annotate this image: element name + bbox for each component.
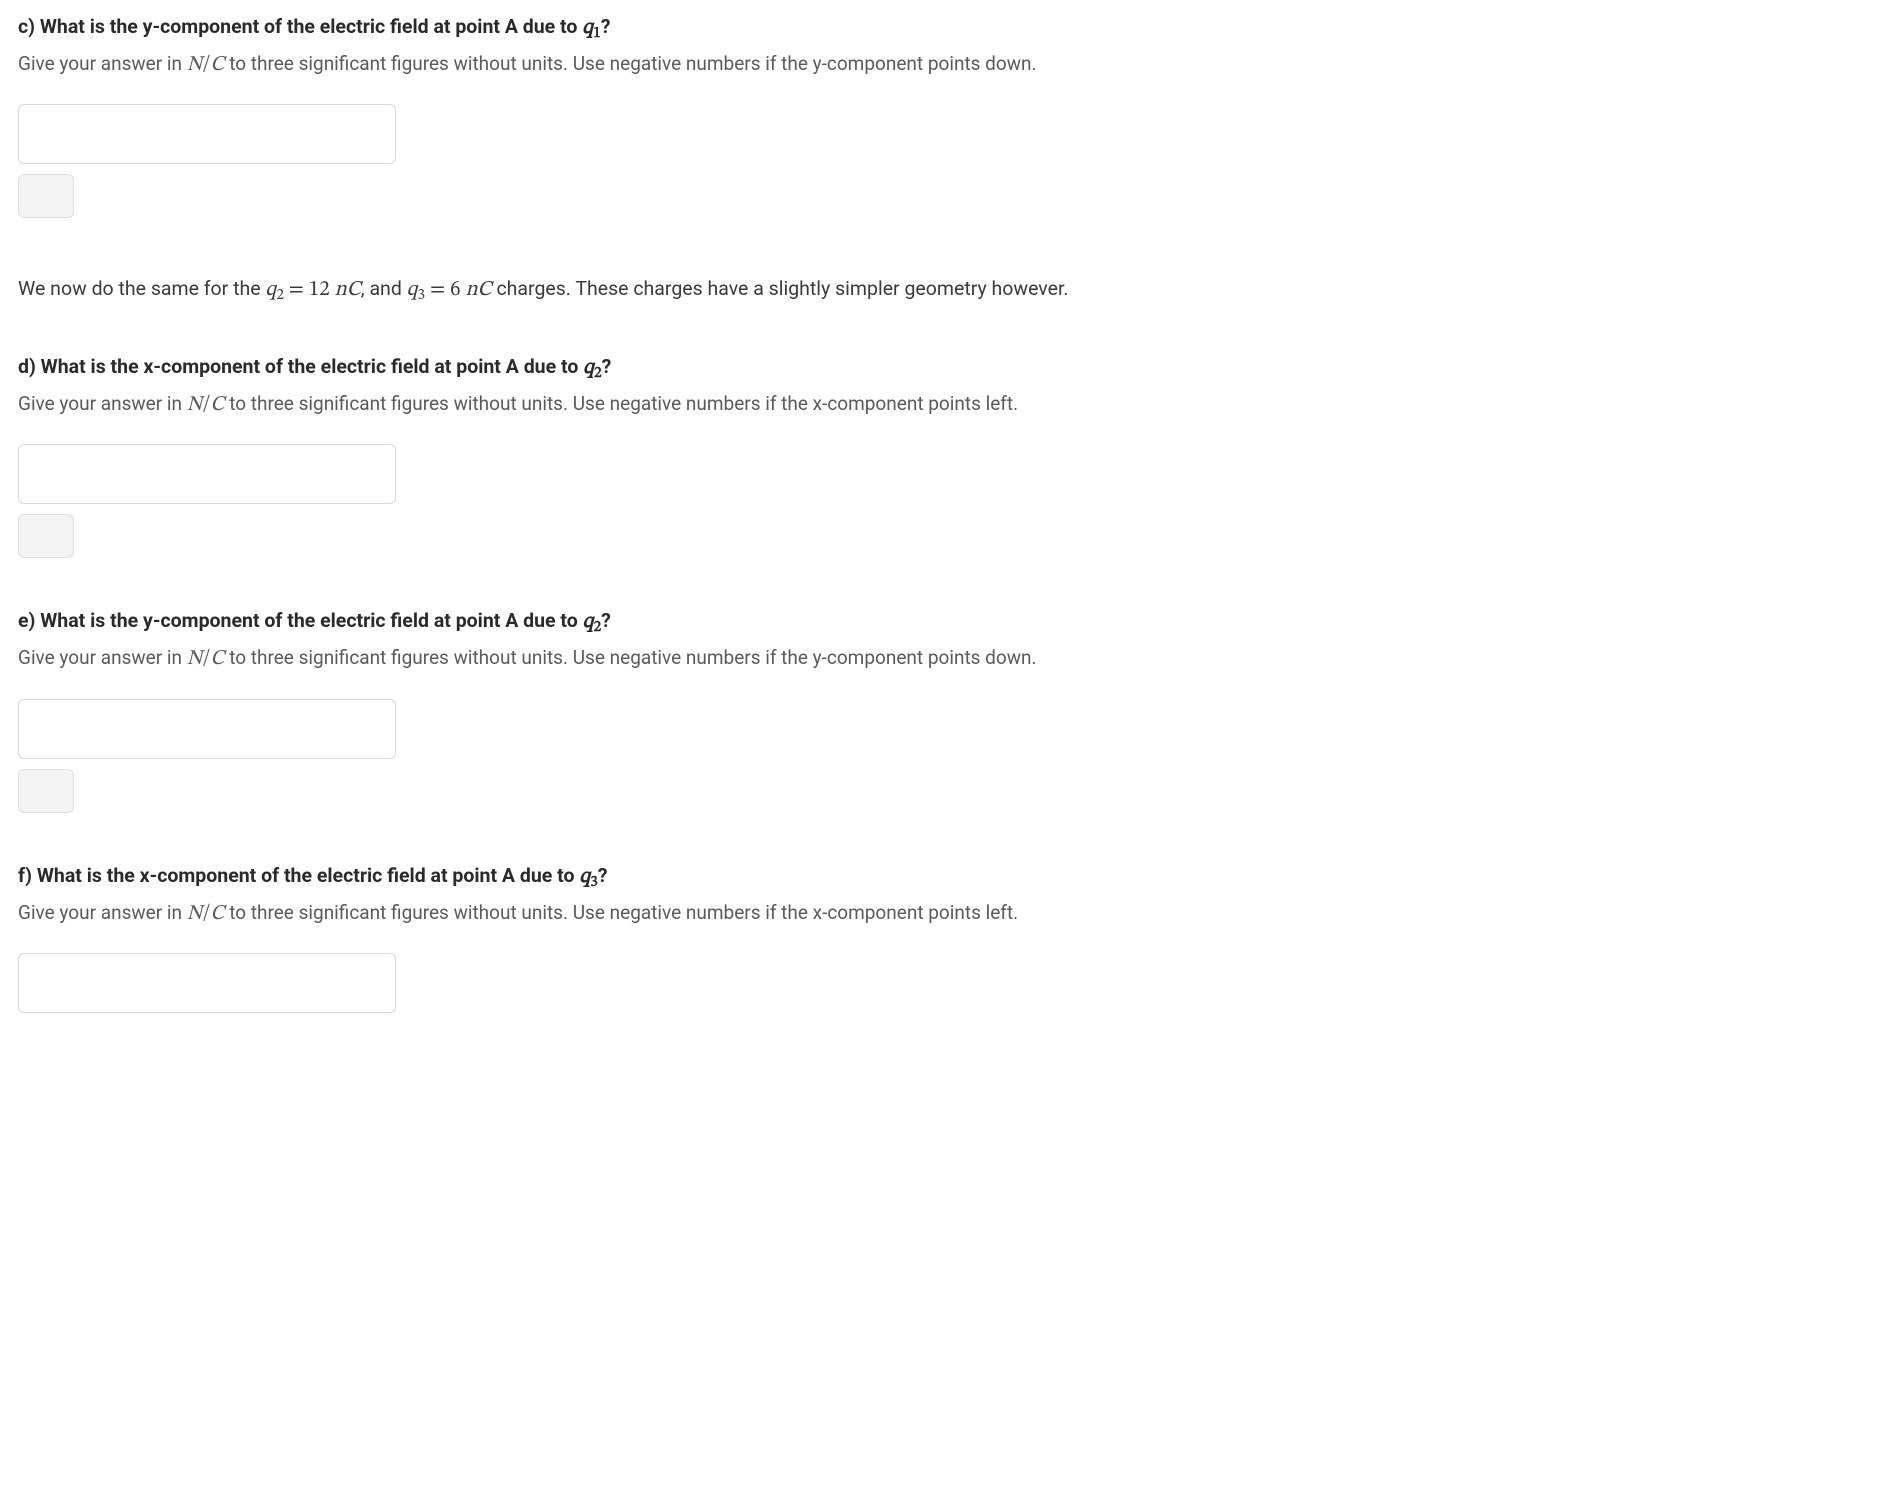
instr-c-unit-c: C — [210, 54, 224, 75]
submit-button-c[interactable] — [18, 174, 74, 218]
question-f-text-after: ? — [598, 864, 608, 887]
var-d-q2: q2 — [583, 357, 601, 378]
question-e: e) What is the y-component of the electr… — [18, 606, 1878, 812]
instr-d-unit-c: C — [210, 394, 224, 415]
var-d-q2-sub: 2 — [594, 365, 601, 381]
instr-c-unit-n: N — [187, 54, 203, 75]
var-q3-sub: 3 — [418, 288, 425, 304]
submit-button-d[interactable] — [18, 514, 74, 558]
question-d-text-after: ? — [602, 355, 612, 378]
var-e-q2: q2 — [583, 611, 601, 632]
question-d-text-before: What is the x-component of the electric … — [41, 355, 584, 378]
question-e-title: e) What is the y-component of the electr… — [18, 606, 1878, 639]
question-f-instruction: Give your answer in N/C to three signifi… — [18, 898, 1878, 930]
instr-f-suffix: to three significant figures without uni… — [225, 901, 1019, 924]
var-q1-sub: 1 — [593, 25, 600, 41]
intertext-paragraph: We now do the same for the q2 = 12 nC, a… — [18, 274, 1878, 308]
part-label-c: c) — [18, 15, 35, 38]
answer-input-d[interactable] — [18, 444, 396, 504]
intertext-q2-unit-c: C — [347, 279, 361, 300]
intertext-q2-val: 12 — [309, 279, 335, 300]
intertext-eq1: = — [284, 279, 309, 300]
instr-d-unit-n: N — [187, 394, 203, 415]
instr-f-unit-c: C — [210, 903, 224, 924]
answer-input-c[interactable] — [18, 104, 396, 164]
part-text-c: What is the y-component of the electric … — [40, 15, 611, 38]
question-e-text-after: ? — [601, 609, 611, 632]
var-q2: q2 — [265, 279, 283, 300]
part-text-e: What is the y-component of the electric … — [40, 609, 611, 632]
intertext-p2: , and — [361, 277, 407, 300]
var-q1-letter: q — [582, 17, 593, 38]
instr-c-prefix: Give your answer in — [18, 52, 187, 75]
var-d-q2-letter: q — [583, 357, 594, 378]
answer-input-f[interactable] — [18, 953, 396, 1013]
part-label-e: e) — [18, 609, 35, 632]
instr-e-prefix: Give your answer in — [18, 646, 187, 669]
intertext-eq2: = — [425, 279, 450, 300]
var-e-q2-letter: q — [583, 611, 594, 632]
intertext-q3-unit-n: n — [465, 279, 477, 300]
instr-e-unit-n: N — [187, 648, 203, 669]
part-label-d: d) — [18, 355, 36, 378]
var-q1: q1 — [582, 17, 600, 38]
var-f-q3: q3 — [579, 866, 597, 887]
intertext-p1: We now do the same for the — [18, 277, 265, 300]
instr-f-prefix: Give your answer in — [18, 901, 187, 924]
instr-e-unit-c: C — [210, 648, 224, 669]
var-f-q3-letter: q — [579, 866, 590, 887]
intertext-q2-unit-n: n — [335, 279, 347, 300]
var-q3: q3 — [407, 279, 425, 300]
question-c-title: c) What is the y-component of the electr… — [18, 12, 1878, 45]
question-c-instruction: Give your answer in N/C to three signifi… — [18, 49, 1878, 81]
question-f: f) What is the x-component of the electr… — [18, 861, 1878, 1013]
question-c-text-before: What is the y-component of the electric … — [40, 15, 582, 38]
intertext-q3-unit-c: C — [478, 279, 492, 300]
question-d: d) What is the x-component of the electr… — [18, 352, 1878, 558]
instr-c-suffix: to three significant figures without uni… — [225, 52, 1037, 75]
instr-d-suffix: to three significant figures without uni… — [225, 392, 1019, 415]
var-f-q3-sub: 3 — [590, 874, 597, 890]
submit-button-e[interactable] — [18, 769, 74, 813]
question-c-text-after: ? — [601, 15, 611, 38]
intertext-q3-val: 6 — [450, 279, 465, 300]
part-text-d: What is the x-component of the electric … — [41, 355, 612, 378]
var-q2-letter: q — [265, 279, 276, 300]
var-q3-letter: q — [407, 279, 418, 300]
instr-d-prefix: Give your answer in — [18, 392, 187, 415]
question-d-title: d) What is the x-component of the electr… — [18, 352, 1878, 385]
question-f-title: f) What is the x-component of the electr… — [18, 861, 1878, 894]
question-e-text-before: What is the y-component of the electric … — [40, 609, 582, 632]
part-text-f: What is the x-component of the electric … — [37, 864, 608, 887]
answer-input-e[interactable] — [18, 699, 396, 759]
instr-e-suffix: to three significant figures without uni… — [225, 646, 1037, 669]
intertext-p3: charges. These charges have a slightly s… — [492, 277, 1069, 300]
question-f-text-before: What is the x-component of the electric … — [37, 864, 580, 887]
question-c: c) What is the y-component of the electr… — [18, 12, 1878, 218]
question-d-instruction: Give your answer in N/C to three signifi… — [18, 389, 1878, 421]
var-q2-sub: 2 — [276, 288, 283, 304]
question-e-instruction: Give your answer in N/C to three signifi… — [18, 643, 1878, 675]
part-label-f: f) — [18, 864, 32, 887]
var-e-q2-sub: 2 — [594, 620, 601, 636]
instr-f-unit-n: N — [187, 903, 203, 924]
